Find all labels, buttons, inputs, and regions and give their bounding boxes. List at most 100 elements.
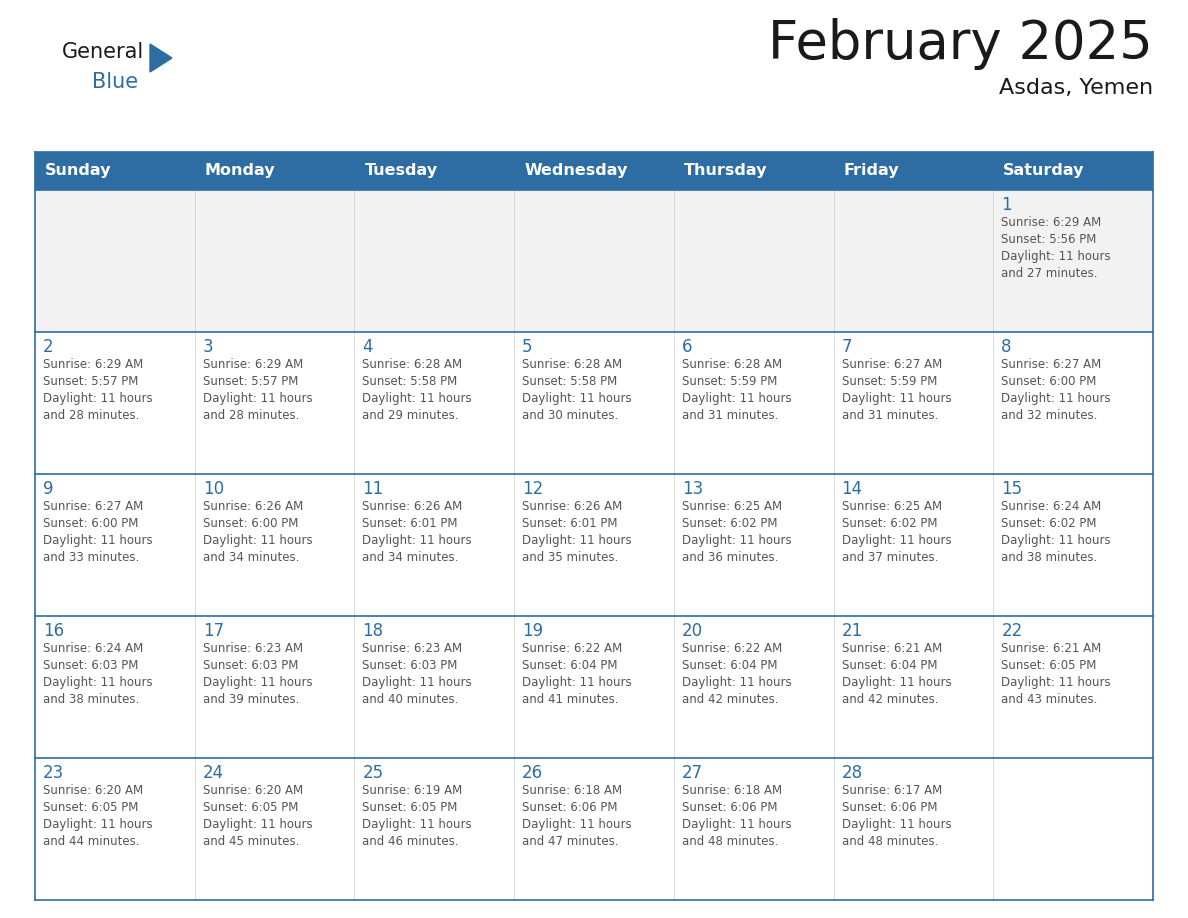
Text: General: General — [62, 42, 144, 62]
Text: Sunrise: 6:23 AM: Sunrise: 6:23 AM — [203, 642, 303, 655]
Text: and 32 minutes.: and 32 minutes. — [1001, 409, 1098, 422]
Bar — [34, 190, 1154, 332]
Text: Daylight: 11 hours: Daylight: 11 hours — [203, 676, 312, 689]
Text: Sunset: 6:05 PM: Sunset: 6:05 PM — [203, 801, 298, 814]
Text: Thursday: Thursday — [684, 163, 767, 178]
Text: Sunrise: 6:28 AM: Sunrise: 6:28 AM — [682, 358, 782, 371]
Text: Tuesday: Tuesday — [365, 163, 437, 178]
Text: Sunrise: 6:25 AM: Sunrise: 6:25 AM — [682, 500, 782, 513]
Text: and 47 minutes.: and 47 minutes. — [523, 835, 619, 848]
Text: Daylight: 11 hours: Daylight: 11 hours — [841, 534, 952, 547]
Text: 16: 16 — [43, 622, 64, 640]
Text: Daylight: 11 hours: Daylight: 11 hours — [43, 534, 152, 547]
Text: Daylight: 11 hours: Daylight: 11 hours — [841, 818, 952, 831]
Text: Daylight: 11 hours: Daylight: 11 hours — [43, 818, 152, 831]
Text: 18: 18 — [362, 622, 384, 640]
Text: Sunset: 6:06 PM: Sunset: 6:06 PM — [841, 801, 937, 814]
Polygon shape — [150, 44, 172, 72]
Text: 14: 14 — [841, 480, 862, 498]
Text: Sunset: 5:58 PM: Sunset: 5:58 PM — [523, 375, 618, 388]
Text: 9: 9 — [43, 480, 53, 498]
Text: February 2025: February 2025 — [769, 18, 1154, 70]
Text: Sunset: 5:58 PM: Sunset: 5:58 PM — [362, 375, 457, 388]
Text: Sunrise: 6:25 AM: Sunrise: 6:25 AM — [841, 500, 942, 513]
Text: Daylight: 11 hours: Daylight: 11 hours — [1001, 250, 1111, 263]
Text: Sunrise: 6:29 AM: Sunrise: 6:29 AM — [203, 358, 303, 371]
Bar — [34, 758, 1154, 900]
Text: Blue: Blue — [91, 72, 138, 92]
Text: 2: 2 — [43, 338, 53, 356]
Text: Sunrise: 6:19 AM: Sunrise: 6:19 AM — [362, 784, 462, 797]
Text: 1: 1 — [1001, 196, 1012, 214]
Text: Sunrise: 6:27 AM: Sunrise: 6:27 AM — [43, 500, 144, 513]
Text: Sunset: 6:05 PM: Sunset: 6:05 PM — [1001, 659, 1097, 672]
Text: and 41 minutes.: and 41 minutes. — [523, 693, 619, 706]
Text: and 40 minutes.: and 40 minutes. — [362, 693, 459, 706]
Text: and 31 minutes.: and 31 minutes. — [682, 409, 778, 422]
Text: 20: 20 — [682, 622, 703, 640]
Text: Daylight: 11 hours: Daylight: 11 hours — [523, 676, 632, 689]
Text: Sunset: 6:03 PM: Sunset: 6:03 PM — [362, 659, 457, 672]
Text: and 33 minutes.: and 33 minutes. — [43, 551, 139, 564]
Text: Sunrise: 6:21 AM: Sunrise: 6:21 AM — [1001, 642, 1101, 655]
Text: and 31 minutes.: and 31 minutes. — [841, 409, 939, 422]
Text: Sunset: 6:00 PM: Sunset: 6:00 PM — [43, 517, 138, 530]
Text: 21: 21 — [841, 622, 862, 640]
Text: Daylight: 11 hours: Daylight: 11 hours — [523, 392, 632, 405]
Text: and 45 minutes.: and 45 minutes. — [203, 835, 299, 848]
Text: Sunset: 5:56 PM: Sunset: 5:56 PM — [1001, 233, 1097, 246]
Text: 12: 12 — [523, 480, 543, 498]
Text: 26: 26 — [523, 764, 543, 782]
Text: Sunrise: 6:26 AM: Sunrise: 6:26 AM — [523, 500, 623, 513]
Text: Daylight: 11 hours: Daylight: 11 hours — [43, 392, 152, 405]
Text: 24: 24 — [203, 764, 223, 782]
Text: Daylight: 11 hours: Daylight: 11 hours — [203, 534, 312, 547]
Text: and 38 minutes.: and 38 minutes. — [1001, 551, 1098, 564]
Text: Daylight: 11 hours: Daylight: 11 hours — [841, 676, 952, 689]
Text: Sunset: 6:04 PM: Sunset: 6:04 PM — [841, 659, 937, 672]
Text: Sunrise: 6:24 AM: Sunrise: 6:24 AM — [43, 642, 144, 655]
Text: 15: 15 — [1001, 480, 1023, 498]
Text: and 43 minutes.: and 43 minutes. — [1001, 693, 1098, 706]
Text: Daylight: 11 hours: Daylight: 11 hours — [523, 534, 632, 547]
Text: 5: 5 — [523, 338, 532, 356]
Text: and 38 minutes.: and 38 minutes. — [43, 693, 139, 706]
Text: 25: 25 — [362, 764, 384, 782]
Text: Sunset: 6:01 PM: Sunset: 6:01 PM — [523, 517, 618, 530]
Text: and 37 minutes.: and 37 minutes. — [841, 551, 939, 564]
Text: and 34 minutes.: and 34 minutes. — [362, 551, 459, 564]
Bar — [34, 616, 1154, 758]
Text: Sunset: 6:00 PM: Sunset: 6:00 PM — [1001, 375, 1097, 388]
Text: Sunrise: 6:26 AM: Sunrise: 6:26 AM — [362, 500, 462, 513]
Text: Sunset: 6:01 PM: Sunset: 6:01 PM — [362, 517, 457, 530]
Text: Sunset: 6:00 PM: Sunset: 6:00 PM — [203, 517, 298, 530]
Text: and 28 minutes.: and 28 minutes. — [43, 409, 139, 422]
Text: 27: 27 — [682, 764, 703, 782]
Text: Sunset: 5:59 PM: Sunset: 5:59 PM — [841, 375, 937, 388]
Text: Sunset: 6:03 PM: Sunset: 6:03 PM — [203, 659, 298, 672]
Text: 3: 3 — [203, 338, 214, 356]
Text: 7: 7 — [841, 338, 852, 356]
Bar — [34, 152, 1154, 190]
Text: Saturday: Saturday — [1004, 163, 1085, 178]
Text: 23: 23 — [43, 764, 64, 782]
Text: and 42 minutes.: and 42 minutes. — [841, 693, 939, 706]
Text: and 36 minutes.: and 36 minutes. — [682, 551, 778, 564]
Text: Sunset: 6:02 PM: Sunset: 6:02 PM — [682, 517, 777, 530]
Text: Daylight: 11 hours: Daylight: 11 hours — [682, 534, 791, 547]
Text: Daylight: 11 hours: Daylight: 11 hours — [841, 392, 952, 405]
Text: Sunset: 6:06 PM: Sunset: 6:06 PM — [682, 801, 777, 814]
Text: Sunrise: 6:27 AM: Sunrise: 6:27 AM — [841, 358, 942, 371]
Text: Sunrise: 6:28 AM: Sunrise: 6:28 AM — [523, 358, 623, 371]
Bar — [34, 474, 1154, 616]
Text: 28: 28 — [841, 764, 862, 782]
Text: 13: 13 — [682, 480, 703, 498]
Text: Wednesday: Wednesday — [524, 163, 627, 178]
Text: Daylight: 11 hours: Daylight: 11 hours — [682, 676, 791, 689]
Text: Sunrise: 6:29 AM: Sunrise: 6:29 AM — [1001, 216, 1101, 229]
Text: and 29 minutes.: and 29 minutes. — [362, 409, 459, 422]
Text: Sunrise: 6:24 AM: Sunrise: 6:24 AM — [1001, 500, 1101, 513]
Text: and 34 minutes.: and 34 minutes. — [203, 551, 299, 564]
Text: Daylight: 11 hours: Daylight: 11 hours — [43, 676, 152, 689]
Text: Daylight: 11 hours: Daylight: 11 hours — [362, 392, 472, 405]
